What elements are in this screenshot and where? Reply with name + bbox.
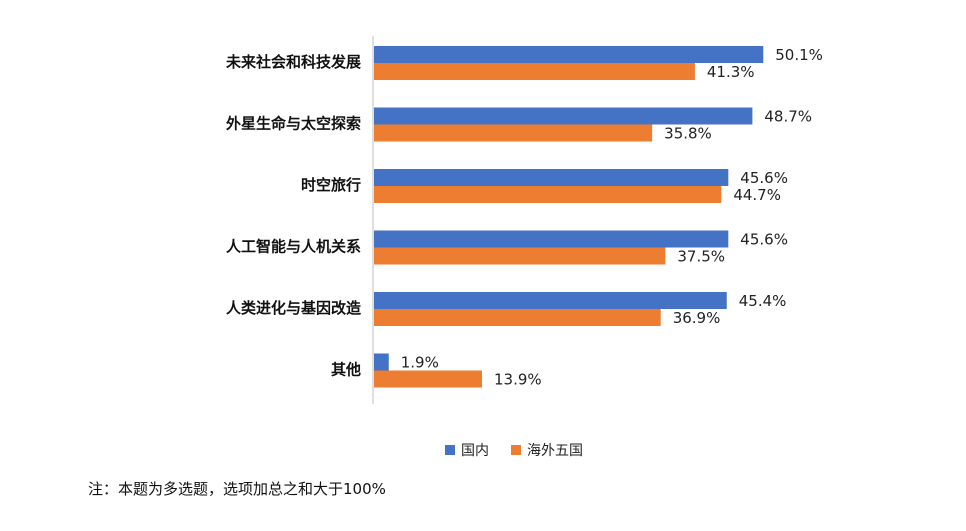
- bar-overseas: [374, 370, 483, 388]
- bar-domestic: [374, 107, 753, 125]
- data-label-domestic: 50.1%: [775, 46, 823, 64]
- legend-label-domestic: 国内: [461, 443, 489, 459]
- bar-overseas: [374, 309, 661, 326]
- data-label-overseas: 37.5%: [677, 248, 725, 266]
- data-label-domestic: 1.9%: [401, 354, 439, 372]
- data-label-overseas: 35.8%: [664, 125, 712, 143]
- category-label: 外星生命与太空探索: [225, 115, 361, 133]
- data-label-overseas: 41.3%: [707, 63, 755, 81]
- data-label-overseas: 36.9%: [673, 309, 721, 327]
- category-label: 人类进化与基因改造: [226, 299, 361, 317]
- bar-domestic: [374, 292, 727, 309]
- data-label-domestic: 45.4%: [739, 292, 787, 310]
- bar-domestic: [374, 46, 764, 63]
- footnote: 注：本题为多选题，选项加总之和大于100%: [88, 480, 386, 498]
- legend-label-overseas: 海外五国: [527, 443, 583, 459]
- bar-domestic: [374, 169, 729, 186]
- legend-swatch-domestic: [445, 445, 455, 455]
- legend: 国内 海外五国: [445, 440, 583, 460]
- legend-item-overseas: 海外五国: [511, 440, 583, 460]
- data-label-domestic: 45.6%: [740, 231, 788, 249]
- category-label: 其他: [331, 361, 361, 379]
- bar-overseas: [374, 247, 666, 265]
- bar-domestic: [374, 353, 389, 371]
- legend-swatch-overseas: [511, 445, 521, 455]
- bar-overseas: [374, 124, 653, 142]
- bar-overseas: [374, 186, 722, 203]
- category-label: 人工智能与人机关系: [226, 238, 361, 256]
- data-label-domestic: 48.7%: [764, 108, 812, 126]
- bar-domestic: [374, 230, 729, 248]
- legend-item-domestic: 国内: [445, 440, 489, 460]
- data-label-overseas: 13.9%: [494, 371, 542, 389]
- data-label-domestic: 45.6%: [740, 169, 788, 187]
- data-label-overseas: 44.7%: [733, 186, 781, 204]
- category-label: 时空旅行: [301, 176, 361, 194]
- bar-overseas: [374, 63, 695, 80]
- category-label: 未来社会和科技发展: [225, 53, 361, 71]
